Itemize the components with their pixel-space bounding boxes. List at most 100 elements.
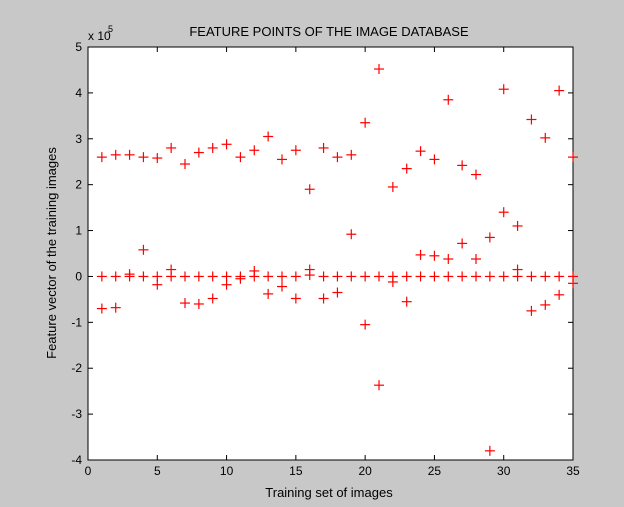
data-point [124, 271, 135, 282]
data-point [498, 271, 509, 282]
data-point [498, 84, 509, 95]
data-point [374, 380, 384, 391]
data-point [138, 244, 149, 255]
data-point [387, 276, 398, 287]
data-point [110, 271, 121, 282]
data-point [554, 271, 565, 282]
y-tick-label: -2 [71, 361, 82, 375]
data-point [318, 271, 329, 282]
y-tick-label: 2 [75, 178, 82, 192]
data-point [193, 298, 204, 309]
data-point [484, 271, 495, 282]
data-point [96, 303, 107, 314]
data-point [374, 271, 384, 282]
data-point [110, 149, 121, 160]
data-point [554, 289, 565, 300]
data-point [401, 296, 412, 307]
data-point [193, 147, 204, 158]
data-point [152, 153, 163, 164]
x-tick-label: 35 [566, 464, 580, 478]
data-point [221, 279, 232, 290]
data-point [304, 184, 315, 195]
data-point [138, 271, 149, 282]
y-tick-label: -3 [71, 407, 82, 421]
data-point [332, 271, 343, 282]
data-point [180, 159, 190, 170]
x-tick-label: 20 [358, 464, 372, 478]
data-point [429, 250, 440, 261]
data-point [346, 229, 357, 240]
x-axis-label: Training set of images [265, 485, 393, 500]
data-point [304, 270, 315, 281]
y-tick-label: -1 [71, 315, 82, 329]
data-point [484, 232, 495, 243]
data-point [443, 94, 454, 105]
plot-area [87, 46, 574, 461]
data-point [332, 287, 343, 298]
data-point [166, 142, 177, 153]
x-tick-label: 0 [85, 464, 92, 478]
x-tick-label: 10 [220, 464, 234, 478]
data-point [457, 271, 468, 282]
data-point [540, 132, 551, 143]
data-point [443, 254, 454, 265]
data-point [457, 160, 468, 171]
chart-title: FEATURE POINTS OF THE IMAGE DATABASE [189, 24, 469, 39]
data-point [235, 152, 246, 163]
data-point [124, 149, 135, 160]
data-point [277, 271, 287, 282]
data-point [180, 271, 190, 282]
data-point [443, 271, 454, 282]
data-point [221, 139, 232, 150]
data-point [415, 249, 426, 260]
data-point [540, 271, 551, 282]
data-point [290, 271, 301, 282]
x-tick-label: 5 [154, 464, 161, 478]
y-axis-label: Feature vector of the training images [44, 147, 59, 359]
y-tick-label: 4 [75, 86, 82, 100]
y-tick-label: 1 [75, 224, 82, 238]
y-tick-label: 0 [75, 269, 82, 283]
y-tick-label: 5 [75, 40, 82, 54]
data-point [526, 271, 537, 282]
data-point [207, 271, 218, 282]
data-point [332, 152, 343, 163]
data-point [263, 288, 274, 299]
data-point [290, 293, 301, 304]
data-point [540, 299, 551, 310]
data-point [207, 293, 218, 304]
data-point [318, 293, 329, 304]
data-point [193, 271, 204, 282]
data-point [96, 152, 107, 163]
data-point [471, 169, 481, 180]
data-point [429, 154, 440, 165]
data-point [166, 271, 177, 282]
data-point [568, 278, 578, 289]
x-tick-label: 30 [497, 464, 511, 478]
data-point [360, 271, 371, 282]
data-point [401, 271, 412, 282]
data-point [415, 146, 426, 157]
data-point [360, 117, 371, 128]
y-exponent-power: 5 [108, 24, 113, 34]
data-point [526, 305, 537, 316]
data-point [457, 238, 468, 249]
x-tick-labels: 0 5 10 15 20 25 30 35 [85, 464, 580, 478]
y-tick-label: -4 [71, 453, 82, 467]
data-point [263, 131, 274, 142]
data-point [374, 64, 384, 75]
data-point [263, 271, 274, 282]
data-point [471, 254, 481, 265]
data-points [96, 64, 578, 456]
axis-ticks [87, 46, 574, 461]
data-point [138, 152, 149, 163]
data-point [96, 271, 107, 282]
data-point [498, 207, 509, 218]
data-point [277, 154, 287, 165]
data-point [415, 271, 426, 282]
data-point [207, 142, 218, 153]
data-point [277, 281, 287, 292]
data-point [152, 279, 163, 290]
data-point [235, 273, 246, 284]
x-tick-label: 25 [428, 464, 442, 478]
